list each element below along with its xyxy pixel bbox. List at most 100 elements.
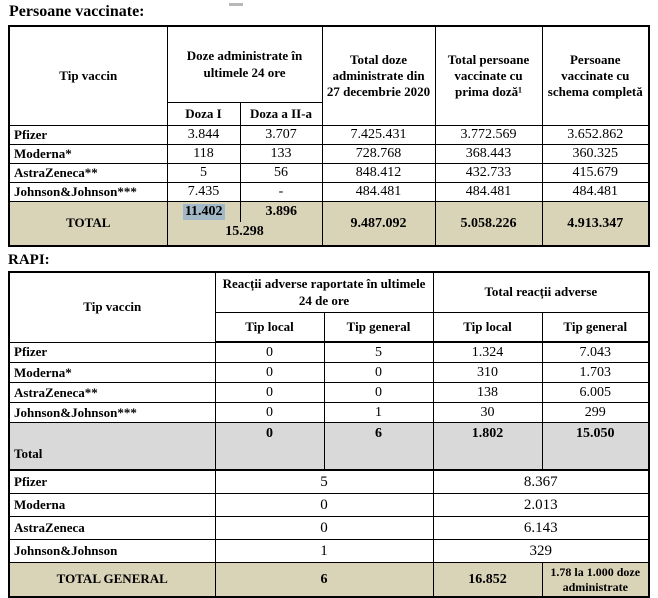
table-row-moderna: Moderna* 0 0 310 1.703: [8, 362, 650, 383]
schema-value: 360.325: [541, 144, 650, 164]
header-doza-2: Doza a II-a: [239, 102, 323, 126]
vaccine-name: AstraZeneca: [8, 516, 216, 540]
doza1-value: 7.435: [166, 182, 241, 202]
doza2-value: 3.707: [239, 125, 323, 145]
general-total-value: 1.703: [541, 362, 650, 383]
total-reactii-value: 2.013: [432, 493, 650, 517]
total-general-value: 16.852: [432, 562, 543, 598]
vaccine-name: Johnson&Johnson***: [8, 402, 216, 423]
header-tip-vaccin: Tip vaccin: [8, 271, 216, 343]
vaccine-name: AstraZeneca**: [8, 382, 216, 403]
reactii-24h-value: 1: [214, 539, 434, 563]
header-doze-24h: Doze administrate în ultimele 24 ore: [166, 25, 323, 103]
reactii-24h-value: 5: [214, 469, 434, 494]
local-24h-value: 0: [214, 341, 325, 363]
reactii-24h-value: 0: [214, 493, 434, 517]
header-tip-general-total: Tip general: [541, 312, 650, 343]
total-general-row: TOTAL GENERAL 6 16.852 1.78 la 1.000 doz…: [8, 562, 650, 598]
table-subheader-row: Tip local Tip general Tip local Tip gene…: [9, 312, 650, 343]
local-total-value: 30: [432, 402, 543, 423]
local-24h-value: 0: [214, 382, 325, 403]
schema-value: 484.481: [541, 182, 650, 202]
total-doze-value: 848.412: [321, 163, 436, 183]
doza1-value: 5: [166, 163, 241, 183]
local-total-value: 1.324: [432, 341, 543, 363]
summary-row-moderna: Moderna 0 2.013: [8, 493, 650, 517]
vaccine-name: Pfizer: [8, 125, 168, 145]
schema-value: 3.652.862: [541, 125, 650, 145]
rate-per-1000-doses: 1.78 la 1.000 doze administrate: [541, 562, 650, 598]
total-label: Total: [8, 422, 216, 471]
vaccine-name: Johnson&Johnson: [8, 539, 216, 563]
header-reactii-24h: Reacții adverse raportate în ultimele 24…: [214, 271, 434, 313]
general-total-value: 299: [541, 402, 650, 423]
header-tip-general-24h: Tip general: [323, 312, 434, 343]
cropped-text-artifact: [229, 3, 243, 6]
vaccine-name: Pfizer: [8, 341, 216, 363]
header-tip-local-total: Tip local: [432, 312, 543, 343]
vaccinated-persons-table: Tip vaccin Doze administrate în ultimele…: [8, 25, 651, 247]
total-schema: 4.913.347: [541, 201, 650, 247]
reactii-24h-value: 0: [214, 516, 434, 540]
total-general-24h: 6: [214, 562, 434, 598]
doza1-value: 118: [166, 144, 241, 164]
schema-value: 415.679: [541, 163, 650, 183]
vaccine-name: AstraZeneca**: [8, 163, 168, 183]
table-row-johnson: Johnson&Johnson*** 7.435 - 484.481 484.4…: [8, 182, 650, 202]
table-row-pfizer: Pfizer 0 5 1.324 7.043: [8, 341, 650, 363]
summary-row-astrazeneca: AstraZeneca 0 6.143: [8, 516, 650, 540]
local-total-value: 310: [432, 362, 543, 383]
table-row-astrazeneca: AstraZeneca** 0 0 138 6.005: [8, 382, 650, 403]
local-total-value: 138: [432, 382, 543, 403]
general-24h-value: 0: [323, 362, 434, 383]
header-tip-vaccin: Tip vaccin: [8, 25, 168, 126]
general-total-value: 7.043: [541, 341, 650, 363]
table-header-row: Tip vaccin Doze administrate în ultimele…: [8, 25, 650, 126]
header-total-doze: Total doze administrate din 27 decembrie…: [321, 25, 436, 126]
total-doze-value: 728.768: [321, 144, 436, 164]
general-total-value: 6.005: [541, 382, 650, 403]
table-row-johnson: Johnson&Johnson*** 0 1 30 299: [8, 402, 650, 423]
prima-doza-value: 432.733: [434, 163, 543, 183]
header-doza-1: Doza I: [166, 102, 241, 126]
total-doze-value: 7.425.431: [321, 125, 436, 145]
total-doses-24h-cell: 11.402 3.896 15.298: [166, 201, 323, 247]
doza2-value: 133: [239, 144, 323, 164]
general-24h-value: 0: [323, 382, 434, 403]
header-tip-local-24h: Tip local: [214, 312, 325, 343]
general-24h-value: 1: [323, 402, 434, 423]
doza1-value: 3.844: [166, 125, 241, 145]
prima-doza-value: 3.772.569: [434, 125, 543, 145]
total-reactii-value: 8.367: [432, 469, 650, 494]
table-total-row: TOTAL 11.402 3.896 15.298 9.487.092 5.05…: [8, 201, 650, 247]
total-doze-total: 9.487.092: [321, 201, 436, 247]
local-24h-value: 0: [214, 402, 325, 423]
header-schema-completa: Persoane vaccinate cu schema completă: [541, 25, 650, 126]
table-row-pfizer: Pfizer 3.844 3.707 7.425.431 3.772.569 3…: [8, 125, 650, 145]
header-total-reactii: Total reacții adverse: [432, 271, 650, 313]
total-local-total: 1.802: [432, 422, 543, 471]
doza2-value: -: [239, 182, 323, 202]
total-label: TOTAL: [8, 201, 168, 247]
table-row-moderna: Moderna* 118 133 728.768 368.443 360.325: [8, 144, 650, 164]
page-title: Persoane vaccinate:: [9, 3, 145, 20]
local-24h-value: 0: [214, 362, 325, 383]
total-general-label: TOTAL GENERAL: [8, 562, 216, 598]
summary-row-pfizer: Pfizer 5 8.367: [8, 469, 650, 494]
prima-doza-value: 368.443: [434, 144, 543, 164]
table-subheader-row: Doza I Doza a II-a: [9, 102, 649, 126]
vaccine-name: Moderna: [8, 493, 216, 517]
vaccine-name: Pfizer: [8, 469, 216, 494]
rapi-section-label: RAPI:: [8, 252, 50, 268]
prima-doza-value: 484.481: [434, 182, 543, 202]
total-general-24h: 6: [323, 422, 434, 471]
vaccine-name: Moderna*: [8, 362, 216, 383]
highlighted-total-doza1: 11.402: [182, 204, 225, 220]
general-24h-value: 5: [323, 341, 434, 363]
doza2-value: 56: [239, 163, 323, 183]
total-doza2: 3.896: [239, 202, 321, 222]
summary-row-johnson: Johnson&Johnson 1 329: [8, 539, 650, 563]
table-header-row: Tip vaccin Reacții adverse raportate în …: [8, 271, 650, 343]
header-total-prima-doza: Total persoane vaccinate cu prima doză¹: [434, 25, 543, 126]
total-doze-value: 484.481: [321, 182, 436, 202]
